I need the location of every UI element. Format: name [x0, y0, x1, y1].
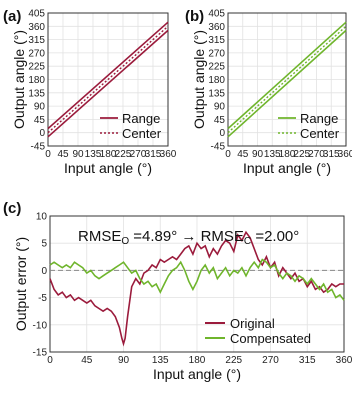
range-lower-line: [47, 29, 169, 138]
x-tick-label: 45: [237, 149, 249, 160]
y-axis-label: Output angle (°): [11, 30, 27, 129]
x-tick-label: 0: [47, 355, 53, 366]
x-tick-label: 0: [45, 149, 51, 160]
legend-label-compensated: Compensated: [230, 331, 311, 346]
y-tick-label: -45: [211, 142, 226, 153]
y-tick-label: 10: [36, 212, 48, 223]
center-line: [227, 25, 347, 134]
rmse-annotation: RMSEO =4.89° → RMSEC =2.00°: [78, 228, 299, 247]
y-tick-label: 45: [34, 115, 46, 126]
x-tick-label: 225: [115, 149, 132, 160]
x-axis-label: Input angle (°): [153, 366, 241, 382]
x-tick-label: 0: [225, 149, 231, 160]
y-tick-label: 135: [28, 88, 45, 99]
y-tick-label: 0: [39, 128, 45, 139]
y-tick-label: 315: [28, 35, 45, 46]
center-line: [47, 25, 169, 134]
x-tick-label: 180: [189, 355, 206, 366]
y-axis-label: Output error (°): [13, 237, 29, 331]
legend-label-center: Center: [300, 126, 340, 141]
panel-label: (c): [3, 200, 21, 217]
y-tick-label: 0: [41, 266, 47, 277]
range-lower-line: [227, 29, 347, 138]
panel-a: 0 45 90 135180225270315360-4504590135180225…: [3, 8, 177, 176]
x-tick-label: 315: [299, 355, 316, 366]
legend-label-original: Original: [230, 316, 275, 331]
axes-frame: [227, 12, 347, 147]
panel-label: (b): [185, 8, 204, 25]
x-tick-label: 180: [279, 149, 296, 160]
x-tick-label: 315: [145, 149, 162, 160]
y-tick-label: 315: [208, 35, 225, 46]
rmse-value1: =4.89° → RMSE: [129, 228, 244, 245]
y-tick-label: 45: [214, 115, 226, 126]
x-tick-label: 270: [308, 149, 325, 160]
y-tick-label: 0: [219, 128, 225, 139]
x-tick-label: 360: [336, 355, 352, 366]
x-tick-label: 225: [293, 149, 310, 160]
y-tick-label: -5: [38, 293, 47, 304]
range-upper-line: [227, 21, 347, 130]
x-tick-label: 135: [152, 355, 169, 366]
y-tick-label: -10: [33, 320, 48, 331]
x-tick-label: 90: [118, 355, 130, 366]
x-tick-label: 90: [252, 149, 264, 160]
y-tick-label: 360: [208, 22, 225, 33]
y-tick-label: 270: [28, 48, 45, 59]
x-tick-label: 315: [323, 149, 340, 160]
x-tick-label: 270: [262, 355, 279, 366]
x-tick-label: 45: [81, 355, 93, 366]
x-tick-label: 225: [225, 355, 242, 366]
rmse-prefix: RMSE: [78, 228, 121, 245]
x-tick-label: 135: [85, 149, 102, 160]
series-line-original: [49, 230, 344, 347]
y-tick-label: 225: [208, 62, 225, 73]
y-tick-label: -45: [31, 142, 46, 153]
y-tick-label: 405: [208, 9, 225, 20]
x-tick-label: 135: [264, 149, 281, 160]
panel-c: 0 45 90 135 180 225 270 315 360 -15 -10 -5 0 5 10 Input…: [3, 200, 352, 382]
x-tick-label: 45: [57, 149, 69, 160]
y-tick-label: 5: [41, 239, 47, 250]
x-tick-label: 360: [338, 149, 352, 160]
legend-label-center: Center: [122, 126, 162, 141]
rmse-sub2: C: [244, 236, 251, 247]
x-axis-label: Input angle (°): [243, 160, 331, 176]
x-tick-label: 180: [100, 149, 117, 160]
legend-label-range: Range: [300, 111, 338, 126]
panel-b: 0 45 90 135180225270315360-4504590135180225…: [185, 8, 352, 176]
y-tick-label: 90: [214, 102, 226, 113]
x-axis-label: Input angle (°): [64, 160, 152, 176]
y-tick-label: 180: [208, 75, 225, 86]
y-tick-label: 360: [28, 22, 45, 33]
series-line-compensated: [49, 258, 345, 301]
y-tick-label: 180: [28, 75, 45, 86]
x-tick-label: 90: [72, 149, 84, 160]
y-tick-label: 90: [34, 102, 46, 113]
y-tick-label: 225: [28, 62, 45, 73]
y-tick-label: 135: [208, 88, 225, 99]
x-tick-label: 360: [160, 149, 177, 160]
range-upper-line: [47, 21, 169, 130]
panel-label: (a): [3, 8, 21, 25]
y-tick-label: 270: [208, 48, 225, 59]
rmse-sub1: O: [121, 236, 129, 247]
legend-label-range: Range: [122, 111, 160, 126]
rmse-value2: =2.00°: [251, 228, 299, 245]
y-axis-label: Output angle (°): [191, 30, 207, 129]
y-tick-label: 405: [28, 9, 45, 20]
x-tick-label: 270: [130, 149, 147, 160]
axes-frame: [47, 12, 169, 147]
y-tick-label: -15: [33, 348, 48, 359]
